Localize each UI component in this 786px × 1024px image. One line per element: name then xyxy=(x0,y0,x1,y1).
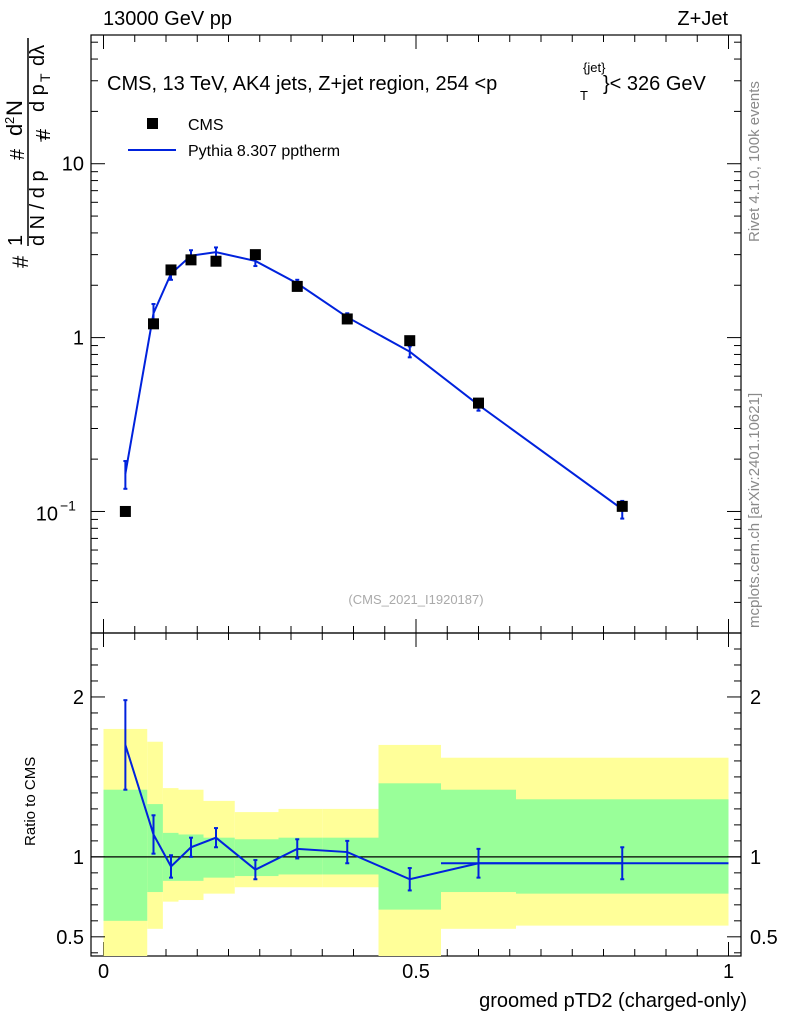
header-process-label: Z+Jet xyxy=(677,8,728,30)
ratio-inner-band xyxy=(278,837,323,875)
cms-data-point xyxy=(616,500,628,512)
main-y-tick-label-exponent: −1 xyxy=(60,497,76,513)
analysis-watermark: (CMS_2021_I1920187) xyxy=(348,592,483,607)
main-y-tick-label: 1 xyxy=(73,328,84,350)
svg-text:dλ: dλ xyxy=(27,45,49,66)
svg-text:#: # xyxy=(8,255,33,268)
pythia-series-line xyxy=(124,251,623,511)
main-y-axis-label: # 1 d N / d p T # d 2 N # d p T dλ xyxy=(2,38,55,268)
cms-data-point xyxy=(185,254,197,266)
cms-data-point xyxy=(165,264,177,276)
svg-text:1: 1 xyxy=(5,235,27,246)
svg-text:N: N xyxy=(2,100,27,116)
x-tick-label: 0.5 xyxy=(402,961,430,983)
main-plot-title: CMS, 13 TeV, AK4 jets, Z+jet region, 254… xyxy=(107,60,707,103)
legend-pythia-label: Pythia 8.307 pptherm xyxy=(188,143,340,160)
x-tick-label: 0 xyxy=(98,961,109,983)
ratio-y-tick-label: 2 xyxy=(73,687,84,709)
ratio-y-tick-label: 0.5 xyxy=(56,927,84,949)
title-superscript: {jet} xyxy=(583,60,606,75)
cms-data-point xyxy=(341,313,353,325)
svg-text:#: # xyxy=(33,128,55,140)
ratio-inner-band xyxy=(322,837,379,875)
cms-data-point xyxy=(210,255,222,267)
main-y-tick-label: 10 xyxy=(62,154,84,176)
legend-cms-marker xyxy=(147,118,158,129)
svg-text:#: # xyxy=(7,148,29,160)
header-energy-label: 13000 GeV pp xyxy=(103,8,232,30)
cms-data-point xyxy=(291,280,303,292)
ratio-y-tick-label-right: 2 xyxy=(750,687,761,709)
cms-data-point xyxy=(148,318,159,330)
ratio-y-tick-label: 1 xyxy=(73,847,84,869)
svg-text:T: T xyxy=(37,133,53,142)
main-y-tick-label: 10 xyxy=(36,503,58,525)
title-tail: }< 326 GeV xyxy=(603,73,707,95)
x-tick-label: 1 xyxy=(723,961,734,983)
cms-data-point xyxy=(119,505,131,517)
ratio-inner-band xyxy=(203,837,235,878)
svg-text:T: T xyxy=(37,73,53,82)
cms-data-point xyxy=(473,397,484,409)
title-text: CMS, 13 TeV, AK4 jets, Z+jet region, 254… xyxy=(107,73,497,95)
ratio-inner-band xyxy=(103,789,148,921)
svg-text:d N / d p: d N / d p xyxy=(27,170,49,246)
svg-text:d p: d p xyxy=(27,84,49,112)
cms-data-point xyxy=(249,249,261,261)
x-axis-label: groomed pTD2 (charged-only) xyxy=(479,990,747,1012)
title-subscript: T xyxy=(580,88,588,103)
svg-text:2: 2 xyxy=(2,117,17,124)
cms-data-point xyxy=(404,335,416,347)
legend-cms-label: CMS xyxy=(188,117,224,134)
ratio-y-tick-label-right: 1 xyxy=(750,847,761,869)
legend: CMS Pythia 8.307 pptherm xyxy=(128,117,340,160)
ratio-y-tick-label-right: 0.5 xyxy=(750,927,778,949)
svg-text:d: d xyxy=(2,124,27,136)
